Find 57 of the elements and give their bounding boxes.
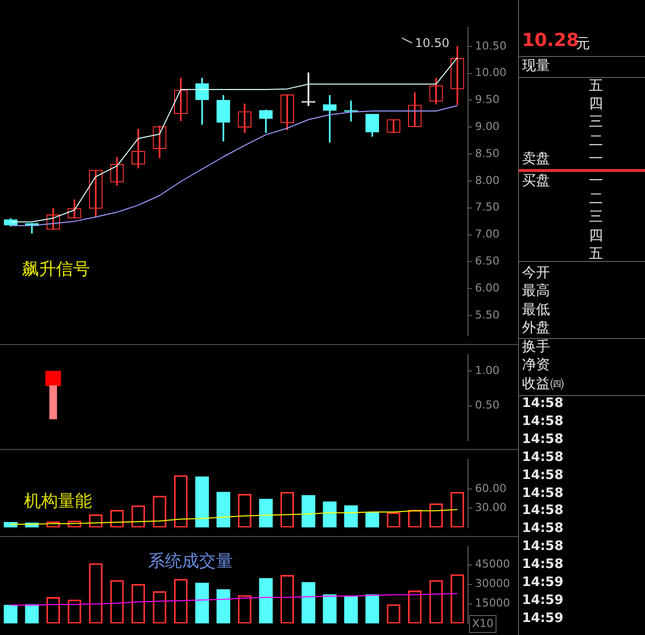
- text: 最低: [522, 301, 550, 319]
- y-tick-label: 10.50: [475, 39, 506, 52]
- text: 最高: [522, 282, 550, 300]
- text: 五: [589, 77, 603, 95]
- text: 买盘: [522, 172, 550, 190]
- text: 14:58: [522, 395, 564, 413]
- text: 三: [589, 113, 603, 131]
- text: 二: [589, 132, 603, 150]
- text: 一: [589, 150, 603, 168]
- y-tick-label: 45000: [475, 558, 510, 571]
- text: 收益㈣: [522, 375, 564, 393]
- text: 14:58: [522, 538, 564, 556]
- text: 五: [589, 245, 603, 263]
- text: 二: [589, 190, 603, 208]
- text: 14:58: [522, 430, 564, 449]
- y-tick-label: 7.50: [475, 200, 500, 214]
- text: 现量: [522, 57, 550, 75]
- y-tick-label: 30000: [475, 577, 510, 590]
- y-tick-label: 8.00: [475, 174, 500, 187]
- text: 14:58: [522, 412, 564, 431]
- text: 四: [589, 227, 603, 245]
- y-tick-label: 30.00: [475, 501, 506, 514]
- annotation: 机构量能: [24, 491, 92, 512]
- y-tick-label: 6.00: [475, 281, 500, 294]
- text: 一: [589, 172, 603, 190]
- y-tick-label: 8.50: [475, 146, 500, 160]
- text: 卖盘: [522, 150, 550, 168]
- text: 元: [576, 36, 590, 53]
- text: 14:58: [522, 466, 564, 485]
- text: 14:59: [522, 592, 564, 610]
- y-tick-label: 10.00: [475, 66, 506, 80]
- text: 14:59: [522, 574, 564, 592]
- annotation: 飙升信号: [22, 259, 90, 280]
- text: 14:58: [522, 520, 564, 538]
- y-tick-label: 6.50: [475, 254, 500, 268]
- y-tick-label: 1.00: [475, 364, 500, 378]
- text: 14:58: [522, 556, 564, 574]
- text: 三: [589, 208, 603, 226]
- y-tick-label: 5.50: [475, 308, 500, 322]
- text: 今开: [522, 264, 550, 282]
- annotation: 10.50: [415, 36, 450, 50]
- y-tick-label: 0.50: [475, 398, 500, 412]
- y-tick-label: 60.00: [475, 482, 506, 495]
- text: X10: [472, 616, 494, 630]
- y-tick-label: 9.00: [475, 120, 500, 134]
- y-tick-label: 15000: [475, 596, 510, 610]
- text: 14:58: [522, 502, 564, 520]
- text: 换手: [522, 338, 550, 356]
- y-tick-label: 7.00: [475, 228, 500, 241]
- text: 14:58: [522, 484, 564, 502]
- y-tick-label: 9.50: [475, 93, 500, 106]
- text: 四: [589, 95, 603, 113]
- text: 14:58: [522, 448, 564, 467]
- annotation: 系统成交量: [148, 551, 233, 572]
- text: 净资: [522, 356, 550, 374]
- text: 14:59: [522, 610, 564, 628]
- text: 外盘: [522, 319, 550, 337]
